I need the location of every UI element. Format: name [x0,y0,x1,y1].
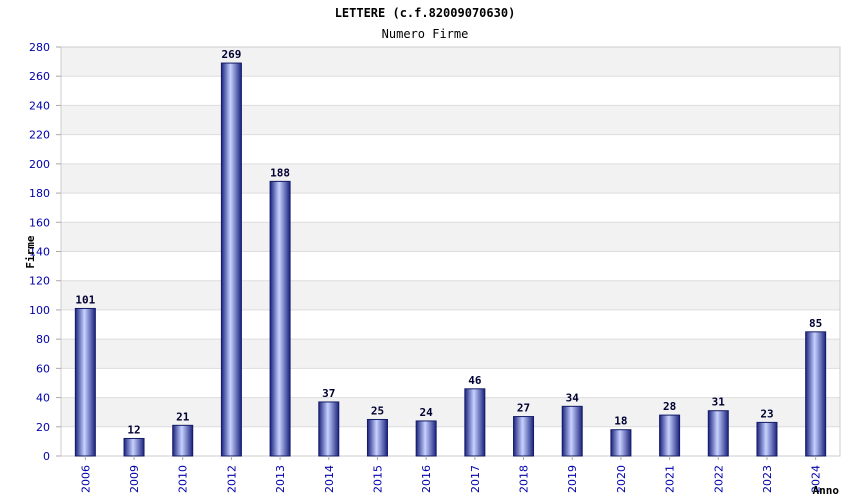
data-label-2021: 28 [663,400,676,413]
data-label-2019: 34 [566,391,580,404]
bar-2024 [805,331,827,457]
y-tick-label: 40 [36,392,50,405]
y-tick-label: 0 [43,450,50,463]
grid-band [61,76,840,106]
data-label-2022: 31 [712,396,726,409]
data-label-2006: 101 [75,293,95,306]
grid-band [61,251,840,281]
x-tick-label: 2019 [566,465,579,493]
y-tick-label: 200 [29,158,50,171]
grid-band [61,193,840,223]
bars: 101 12 21 269 188 37 25 24 46 27 34 18 28 31 23 85 [74,48,827,457]
bar-2006 [74,307,96,457]
chart-title: LETTERE (c.f.82009070630) [335,6,516,20]
bar-2023 [756,421,778,457]
bar-2015 [366,418,388,457]
y-tick-label: 220 [29,129,50,142]
data-label-2015: 25 [371,404,384,417]
grid-band [61,339,840,369]
y-tick-label: 180 [29,187,50,200]
bar-2014 [318,401,340,457]
x-tick-label: 2020 [615,465,628,493]
x-tick-label: 2017 [469,465,482,493]
y-tick-label: 240 [29,99,50,112]
chart-subtitle: Numero Firme [382,27,469,41]
plot-background [61,46,840,457]
x-tick-label: 2016 [420,465,433,493]
bar-2020 [610,429,632,457]
bar-2022 [707,410,729,457]
bar-2013 [269,180,291,457]
bar-2017 [464,388,486,457]
x-tick-label: 2015 [371,465,384,493]
x-tick-label: 2006 [79,465,92,493]
bar-2016 [415,420,437,457]
y-tick-label: 80 [36,333,50,346]
bar-2012 [220,62,242,457]
y-tick-label: 280 [29,41,50,54]
y-tick-label: 260 [29,70,50,83]
y-tick-label: 60 [36,362,50,375]
x-tick-label: 2013 [274,465,287,493]
data-label-2016: 24 [420,406,434,419]
bar-2021 [659,414,681,457]
data-label-2013: 188 [270,166,290,179]
y-tick-label: 120 [29,275,50,288]
grid-band [61,105,840,135]
x-axis-label: Anno [813,484,840,497]
data-label-2017: 46 [468,374,482,387]
y-tick-label: 20 [36,421,50,434]
data-label-2009: 12 [127,423,140,436]
bar-2009 [123,437,145,457]
data-label-2024: 85 [809,317,822,330]
data-label-2020: 18 [614,415,627,428]
data-label-2018: 27 [517,402,530,415]
data-label-2012: 269 [221,48,241,61]
x-tick-label: 2014 [323,465,336,493]
data-label-2014: 37 [322,387,335,400]
x-tick-label: 2022 [712,465,725,493]
x-tick-label: 2012 [225,465,238,493]
y-axis-label: Firme [24,235,37,268]
grid-band [61,309,840,340]
y-axis: 0 20 40 60 80 100 120 140 160 180 200 220 240 260 280 [29,41,61,463]
y-tick-label: 100 [29,304,50,317]
bar-2010 [172,424,194,457]
x-tick-label: 2018 [518,465,531,493]
grid-band [61,163,840,194]
x-tick-label: 2024 [810,465,823,493]
grid-band [61,280,840,310]
grid-band [61,47,840,77]
y-tick-label: 140 [29,246,50,259]
bar-2019 [561,405,583,457]
grid-band [61,368,840,398]
x-tick-label: 2021 [664,465,677,493]
data-label-2010: 21 [176,410,190,423]
x-axis: 2006 2009 2010 2012 2013 2014 2015 2016 2017 2018… [79,456,823,493]
data-label-2023: 23 [760,407,773,420]
grid-band [61,222,840,252]
grid-band [61,134,840,164]
x-tick-label: 2010 [177,465,190,493]
bar-2018 [513,416,535,457]
x-tick-label: 2023 [761,465,774,493]
y-tick-label: 160 [29,216,50,229]
x-tick-label: 2009 [128,465,141,493]
